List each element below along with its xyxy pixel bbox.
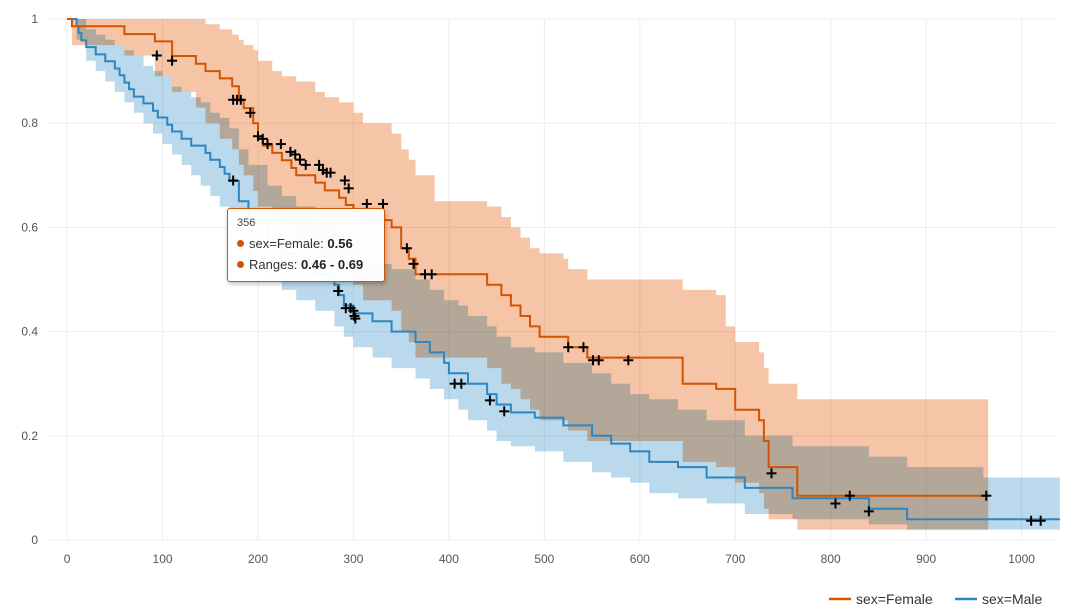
female-censor-mark[interactable] <box>401 243 412 254</box>
female-censor-mark[interactable] <box>981 490 992 501</box>
male-censor-mark[interactable] <box>228 175 239 186</box>
female-censor-mark[interactable] <box>294 154 305 165</box>
female-censor-mark[interactable] <box>300 159 311 170</box>
y-tick-label: 0.8 <box>21 116 38 130</box>
female-censor-mark[interactable] <box>408 258 419 269</box>
x-tick-label: 300 <box>343 552 363 566</box>
tooltip-series-row: sex=Female: 0.56 <box>237 233 375 254</box>
x-tick-label: 600 <box>630 552 650 566</box>
female-censor-mark[interactable] <box>167 55 178 66</box>
tooltip-range-dot <box>237 261 244 269</box>
female-censor-mark[interactable] <box>325 167 336 178</box>
x-tick-label: 100 <box>153 552 173 566</box>
legend[interactable]: sex=Female sex=Male <box>829 591 1043 607</box>
female-censor-mark[interactable] <box>563 342 574 353</box>
x-tick-label: 700 <box>725 552 745 566</box>
tooltip-range-label: Ranges: <box>249 257 302 272</box>
male-censor-mark[interactable] <box>830 498 841 509</box>
y-tick-label: 0 <box>31 533 38 547</box>
x-tick-label: 200 <box>248 552 268 566</box>
female-censor-mark[interactable] <box>262 139 273 150</box>
x-tick-label: 400 <box>439 552 459 566</box>
y-tick-label: 0.4 <box>21 325 38 339</box>
y-tick-label: 0.6 <box>21 220 38 234</box>
female-censor-mark[interactable] <box>343 183 354 194</box>
female-censor-mark[interactable] <box>339 175 350 186</box>
male-censor-mark[interactable] <box>844 490 855 501</box>
tooltip-time: 356 <box>237 217 256 229</box>
female-censor-mark[interactable] <box>361 198 372 209</box>
y-axis: 0 0.2 0.4 0.6 0.8 1 <box>21 12 38 547</box>
censor-markers <box>151 50 1046 526</box>
female-censor-mark[interactable] <box>275 139 286 150</box>
x-tick-label: 800 <box>821 552 841 566</box>
male-censor-mark[interactable] <box>333 285 344 296</box>
x-tick-label: 0 <box>64 552 71 566</box>
female-censor-mark[interactable] <box>235 94 246 105</box>
tooltip-range-row: Ranges: 0.46 - 0.69 <box>237 254 375 275</box>
female-censor-mark[interactable] <box>290 149 301 160</box>
tooltip-range-value: 0.46 - 0.69 <box>301 257 364 272</box>
x-tick-label: 500 <box>534 552 554 566</box>
male-censor-mark[interactable] <box>456 378 467 389</box>
y-tick-label: 1 <box>31 12 38 26</box>
y-tick-label: 0.2 <box>21 429 38 443</box>
legend-female-label[interactable]: sex=Female <box>856 591 933 607</box>
tooltip-series-value: 0.56 <box>327 236 353 251</box>
x-tick-label: 900 <box>916 552 936 566</box>
x-axis: 0 100 200 300 400 500 600 700 800 900 1000 <box>64 552 1036 566</box>
x-tick-label: 1000 <box>1008 552 1035 566</box>
confidence-bands <box>67 19 1060 530</box>
female-censor-mark[interactable] <box>378 198 389 209</box>
female-censor-mark[interactable] <box>426 269 437 280</box>
female-censor-mark[interactable] <box>766 468 777 479</box>
female-confidence-band <box>67 19 989 530</box>
male-censor-mark[interactable] <box>350 313 361 324</box>
male-censor-mark[interactable] <box>484 395 495 406</box>
male-censor-mark[interactable] <box>863 506 874 517</box>
legend-male-label[interactable]: sex=Male <box>982 591 1043 607</box>
female-censor-mark[interactable] <box>623 355 634 366</box>
female-censor-mark[interactable] <box>151 50 162 61</box>
male-censor-mark[interactable] <box>1026 515 1037 526</box>
tooltip-series-label: sex=Female: <box>249 236 328 251</box>
male-censor-mark[interactable] <box>499 406 510 417</box>
female-censor-mark[interactable] <box>593 355 604 366</box>
hover-tooltip: 356 sex=Female: 0.56 Ranges: 0.46 - 0.69 <box>227 208 385 282</box>
female-censor-mark[interactable] <box>257 133 268 144</box>
female-censor-mark[interactable] <box>578 342 589 353</box>
female-censor-mark[interactable] <box>245 107 256 118</box>
tooltip-series-dot <box>237 240 244 248</box>
female-censor-mark[interactable] <box>314 159 325 170</box>
male-censor-mark[interactable] <box>1035 515 1046 526</box>
